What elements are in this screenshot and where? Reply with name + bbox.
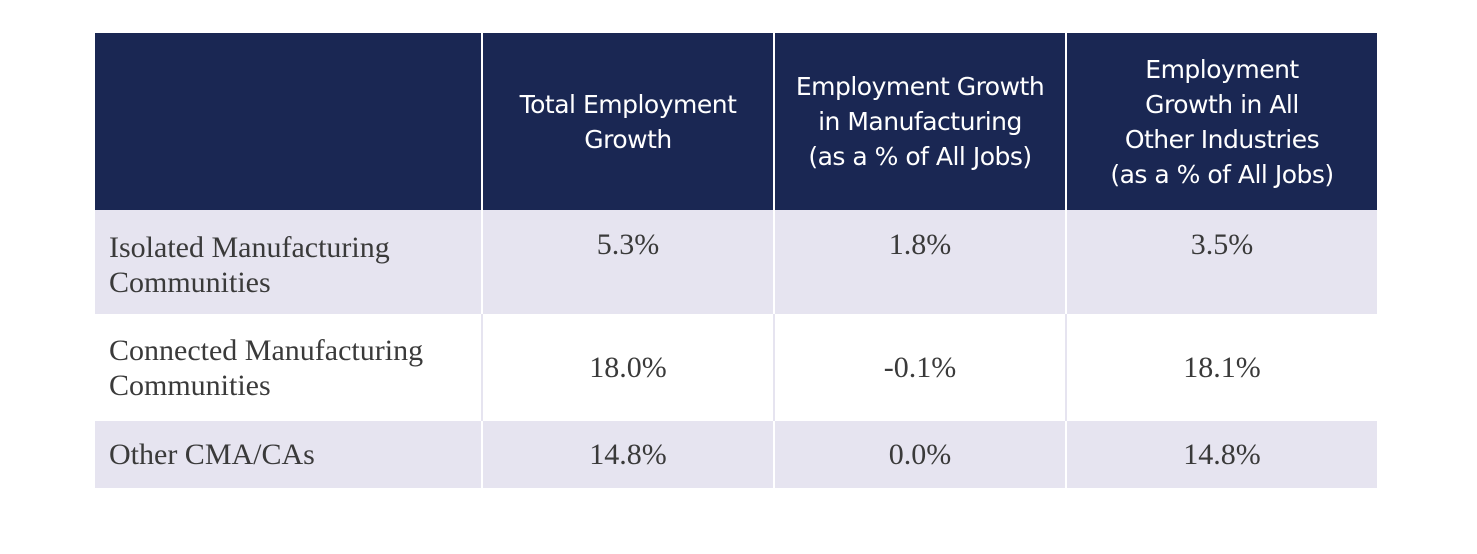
header-cell-total-employment-growth: Total Employment Growth	[482, 33, 775, 210]
cell-other-industries-growth: 3.5%	[1066, 210, 1377, 314]
header-cell-manufacturing-growth: Employment Growth in Manufacturing (as a…	[774, 33, 1067, 210]
table-row: Connected Manufacturing Communities 18.0…	[95, 314, 1377, 421]
cell-total-employment-growth: 14.8%	[482, 421, 775, 488]
cell-manufacturing-growth: -0.1%	[774, 314, 1067, 421]
cell-manufacturing-growth: 1.8%	[774, 210, 1067, 314]
row-label-line: Isolated Manufacturing	[109, 231, 390, 264]
header-line: Other Industries	[1124, 124, 1320, 154]
cell-other-industries-growth: 14.8%	[1066, 421, 1377, 488]
table-row: Isolated Manufacturing Communities 5.3% …	[95, 210, 1377, 314]
row-label-isolated-manufacturing: Isolated Manufacturing Communities	[95, 210, 483, 314]
header-line: Employment Growth	[795, 72, 1045, 101]
cell-total-employment-growth: 5.3%	[482, 210, 775, 314]
header-line: (as a % of All Jobs)	[808, 142, 1032, 171]
header-line: Total Employment	[519, 89, 737, 119]
row-label-line: Communities	[109, 266, 271, 299]
cell-total-employment-growth: 18.0%	[482, 314, 775, 421]
row-label-other-cma-cas: Other CMA/CAs	[95, 421, 483, 488]
header-line: Growth in All	[1145, 89, 1299, 119]
employment-growth-table: Total Employment Growth Employment Growt…	[95, 33, 1377, 488]
header-line: Growth	[584, 124, 672, 154]
cell-manufacturing-growth: 0.0%	[774, 421, 1067, 488]
header-line: (as a % of All Jobs)	[1110, 159, 1334, 189]
header-line: in Manufacturing	[818, 107, 1022, 136]
header-cell-other-industries-growth: Employment Growth in All Other Industrie…	[1066, 33, 1377, 210]
row-label-line: Connected Manufacturing	[109, 333, 424, 367]
table-row: Other CMA/CAs 14.8% 0.0% 14.8%	[95, 421, 1377, 488]
header-row: Total Employment Growth Employment Growt…	[95, 33, 1377, 210]
cell-other-industries-growth: 18.1%	[1066, 314, 1377, 421]
row-label-line: Other CMA/CAs	[109, 438, 315, 471]
row-label-line: Communities	[109, 368, 271, 402]
header-line: Employment	[1145, 54, 1299, 84]
header-cell-empty	[95, 33, 483, 210]
row-label-connected-manufacturing: Connected Manufacturing Communities	[95, 314, 483, 421]
